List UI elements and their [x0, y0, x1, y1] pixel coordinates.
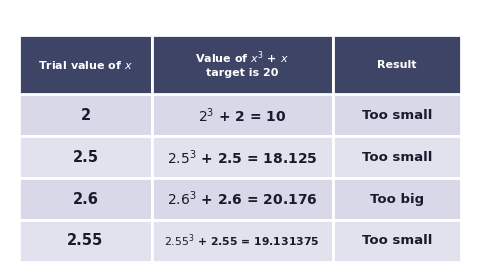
- Bar: [19, 94, 152, 136]
- Bar: [152, 220, 333, 262]
- Bar: [152, 178, 333, 220]
- Text: $2.55^3$ + 2.55 = 19.131375: $2.55^3$ + 2.55 = 19.131375: [165, 233, 320, 249]
- Bar: [333, 178, 461, 220]
- Bar: [333, 94, 461, 136]
- Text: 2.55: 2.55: [67, 234, 104, 248]
- Bar: [19, 35, 152, 94]
- Text: Too small: Too small: [361, 109, 432, 122]
- Bar: [152, 94, 333, 136]
- Text: $2^3$ + 2 = 10: $2^3$ + 2 = 10: [198, 106, 287, 125]
- Bar: [333, 136, 461, 178]
- Text: $2.6^3$ + 2.6 = 20.176: $2.6^3$ + 2.6 = 20.176: [167, 190, 318, 208]
- Bar: [19, 220, 152, 262]
- Bar: [152, 35, 333, 94]
- Text: Value of $x^3$ + $x$: Value of $x^3$ + $x$: [195, 50, 289, 66]
- Text: Result: Result: [377, 60, 417, 70]
- Text: Too small: Too small: [361, 151, 432, 164]
- Text: Too small: Too small: [361, 234, 432, 248]
- Text: 2.5: 2.5: [72, 150, 98, 165]
- Bar: [333, 220, 461, 262]
- Text: target is 20: target is 20: [206, 68, 278, 78]
- Bar: [19, 136, 152, 178]
- Text: 2: 2: [80, 108, 91, 123]
- Text: $2.5^3$ + 2.5 = 18.125: $2.5^3$ + 2.5 = 18.125: [167, 148, 317, 167]
- Text: 2.6: 2.6: [72, 192, 98, 207]
- Text: Trial value of $x$: Trial value of $x$: [38, 59, 133, 71]
- Bar: [19, 178, 152, 220]
- Text: Too big: Too big: [370, 193, 424, 206]
- Bar: [333, 35, 461, 94]
- Bar: [152, 136, 333, 178]
